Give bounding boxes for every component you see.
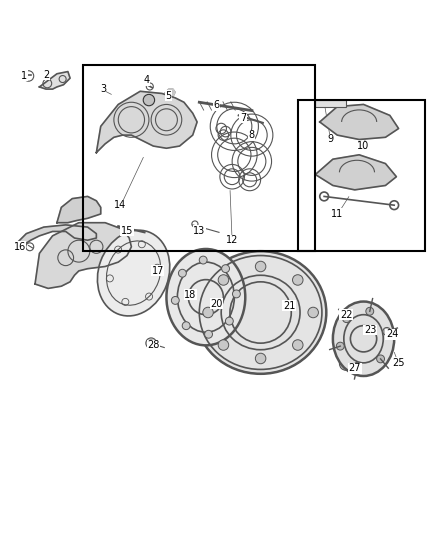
Ellipse shape bbox=[333, 302, 394, 376]
Circle shape bbox=[205, 330, 212, 338]
Polygon shape bbox=[57, 197, 101, 223]
Text: 23: 23 bbox=[364, 325, 376, 335]
Circle shape bbox=[178, 269, 186, 277]
Text: 13: 13 bbox=[193, 225, 205, 236]
Text: 16: 16 bbox=[14, 242, 26, 252]
Text: 27: 27 bbox=[349, 363, 361, 373]
Text: 1: 1 bbox=[21, 71, 27, 81]
Circle shape bbox=[218, 274, 229, 285]
Text: 6: 6 bbox=[214, 100, 220, 110]
Circle shape bbox=[377, 355, 385, 363]
Ellipse shape bbox=[97, 230, 170, 316]
Text: 4: 4 bbox=[144, 75, 150, 85]
Text: 2: 2 bbox=[43, 70, 49, 79]
Circle shape bbox=[233, 290, 240, 298]
Circle shape bbox=[293, 274, 303, 285]
Text: 8: 8 bbox=[249, 130, 255, 140]
Text: 14: 14 bbox=[114, 200, 127, 210]
Bar bbox=[298, 100, 425, 251]
Circle shape bbox=[383, 327, 391, 335]
Circle shape bbox=[255, 353, 266, 364]
Polygon shape bbox=[96, 91, 197, 152]
Circle shape bbox=[343, 314, 350, 322]
Circle shape bbox=[308, 307, 318, 318]
Ellipse shape bbox=[195, 251, 326, 374]
Text: 18: 18 bbox=[184, 290, 197, 300]
Text: 28: 28 bbox=[147, 341, 159, 350]
Text: 22: 22 bbox=[340, 310, 352, 320]
Circle shape bbox=[199, 256, 207, 264]
Text: 9: 9 bbox=[328, 134, 334, 144]
Circle shape bbox=[353, 362, 361, 370]
Text: 3: 3 bbox=[100, 84, 106, 94]
Text: 11: 11 bbox=[331, 209, 343, 219]
Text: 24: 24 bbox=[386, 329, 398, 340]
Circle shape bbox=[182, 322, 190, 329]
Bar bbox=[315, 100, 346, 107]
Polygon shape bbox=[35, 223, 131, 288]
Polygon shape bbox=[320, 104, 399, 140]
Ellipse shape bbox=[166, 249, 245, 345]
Circle shape bbox=[336, 342, 344, 350]
Circle shape bbox=[293, 340, 303, 350]
Text: 7: 7 bbox=[240, 112, 246, 123]
Polygon shape bbox=[39, 71, 70, 89]
Text: 21: 21 bbox=[283, 301, 295, 311]
Text: 12: 12 bbox=[226, 235, 238, 245]
Circle shape bbox=[366, 308, 374, 315]
Polygon shape bbox=[315, 155, 396, 190]
Circle shape bbox=[203, 307, 213, 318]
Circle shape bbox=[339, 357, 353, 370]
Text: 15: 15 bbox=[121, 225, 133, 236]
Text: 20: 20 bbox=[211, 298, 223, 309]
Circle shape bbox=[226, 317, 233, 325]
Text: 5: 5 bbox=[166, 91, 172, 101]
Text: 25: 25 bbox=[392, 358, 405, 368]
Polygon shape bbox=[164, 89, 175, 96]
Text: 10: 10 bbox=[357, 141, 370, 151]
Circle shape bbox=[146, 338, 156, 349]
Circle shape bbox=[222, 265, 230, 272]
Bar bbox=[83, 65, 315, 251]
Polygon shape bbox=[18, 225, 96, 245]
Circle shape bbox=[255, 261, 266, 272]
Circle shape bbox=[218, 340, 229, 350]
Text: 17: 17 bbox=[152, 266, 164, 276]
Circle shape bbox=[143, 94, 155, 106]
Circle shape bbox=[171, 296, 179, 304]
